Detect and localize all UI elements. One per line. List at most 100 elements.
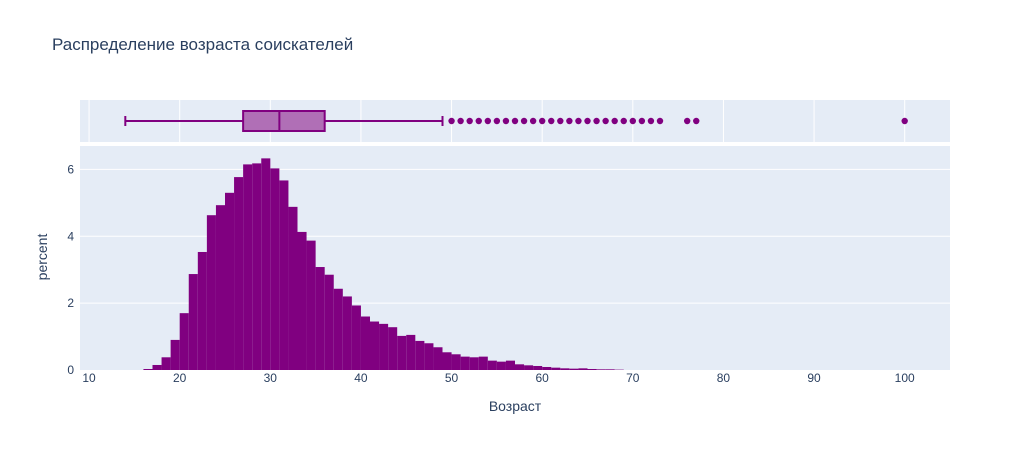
outlier-point [502, 117, 510, 125]
outlier-point [484, 117, 492, 125]
histogram-bar [243, 164, 253, 370]
y-tick-label: 0 [67, 363, 74, 377]
outlier-point [493, 117, 501, 125]
outlier-point [557, 117, 564, 125]
outlier-point [511, 117, 519, 125]
x-tick-label: 10 [82, 371, 96, 385]
histogram-bar [379, 323, 389, 370]
histogram-bar [533, 365, 543, 370]
outlier-point [683, 117, 691, 125]
histogram-bar [170, 339, 180, 370]
outlier-point [529, 117, 537, 125]
outlier-point [620, 117, 627, 125]
histogram-bar [496, 361, 506, 370]
x-tick-label: 80 [717, 371, 731, 385]
histogram-bar [261, 158, 271, 370]
x-tick-label: 70 [626, 371, 640, 385]
x-tick-label: 90 [807, 371, 821, 385]
outlier-point [548, 117, 555, 125]
box-plot [124, 110, 908, 132]
histogram-bar [515, 364, 525, 370]
x-tick-label: 50 [445, 371, 459, 385]
outlier-point [656, 117, 664, 125]
outlier-point [602, 117, 609, 125]
y-tick-label: 4 [67, 229, 74, 243]
x-axis-ticks: 10 20 30 40 50 60 70 80 90 100 [82, 371, 915, 385]
histogram-bar [487, 360, 497, 370]
histogram-bar [451, 354, 461, 370]
histogram-bar [505, 360, 515, 370]
outlier-point [566, 117, 573, 125]
histogram-bar [306, 240, 316, 370]
outlier-point [475, 117, 482, 125]
histogram-bar [252, 163, 262, 370]
outlier-point [538, 117, 546, 125]
histogram-bar [433, 347, 443, 370]
histogram-bar [351, 305, 361, 370]
histogram-bar [360, 316, 370, 370]
outlier-point [629, 117, 637, 125]
histogram-bar [143, 368, 153, 370]
y-axis-title: percent [34, 234, 50, 281]
histogram-bar [215, 205, 225, 370]
histogram-bar [578, 368, 588, 370]
histogram-bar [288, 206, 298, 370]
x-axis-title: Возраст [489, 398, 542, 414]
histogram-bar [551, 367, 561, 370]
outlier-point [575, 117, 582, 125]
histogram-bar [197, 251, 207, 370]
histogram-bar [324, 274, 334, 370]
histogram-bar [179, 313, 189, 370]
outlier-point [901, 117, 908, 125]
chart-title: Распределение возраста соискателей [52, 35, 353, 54]
outlier-point [466, 117, 473, 125]
histogram-bar [596, 369, 606, 370]
histogram-bar [152, 364, 162, 370]
histogram-bar [415, 340, 425, 370]
outlier-point [593, 117, 600, 125]
histogram-bar [161, 357, 171, 370]
histogram-bar [605, 369, 615, 370]
y-tick-label: 2 [67, 296, 74, 310]
histogram-bar [469, 357, 479, 370]
histogram-bar [424, 343, 434, 370]
outlier-point [638, 117, 646, 125]
histogram-bar [442, 352, 452, 370]
histogram-bars [143, 158, 624, 370]
histogram-bar [234, 177, 244, 370]
y-axis-ticks: 0 2 4 6 [67, 162, 74, 377]
histogram-bar [569, 368, 579, 370]
outlier-point [611, 117, 618, 125]
histogram-bar [478, 356, 488, 370]
histogram-bar [206, 215, 216, 370]
outlier-point [448, 117, 455, 125]
histogram-bar [524, 365, 534, 370]
x-tick-label: 40 [354, 371, 368, 385]
x-tick-label: 60 [536, 371, 550, 385]
histogram-bar [333, 288, 343, 370]
histogram-bar [342, 296, 352, 370]
histogram-bar [388, 327, 398, 370]
histogram-bar [297, 231, 307, 370]
x-tick-label: 100 [895, 371, 915, 385]
histogram-bar [225, 192, 235, 370]
histogram-bar [270, 168, 280, 370]
histogram-bar [370, 321, 380, 370]
x-tick-label: 20 [173, 371, 187, 385]
interquartile-box [242, 110, 326, 132]
outlier-point [584, 117, 591, 125]
histogram-bar [279, 180, 289, 370]
outlier-point [457, 117, 464, 125]
x-tick-label: 30 [264, 371, 278, 385]
outlier-point [693, 117, 700, 125]
histogram-bar [406, 334, 416, 370]
outlier-point [647, 117, 655, 125]
y-tick-label: 6 [67, 162, 74, 176]
histogram-bar [397, 335, 407, 370]
outlier-point [520, 117, 528, 125]
histogram-bar [460, 356, 470, 370]
histogram-bar [560, 368, 570, 370]
histogram-bar [315, 267, 325, 370]
histogram-bar [542, 366, 552, 370]
